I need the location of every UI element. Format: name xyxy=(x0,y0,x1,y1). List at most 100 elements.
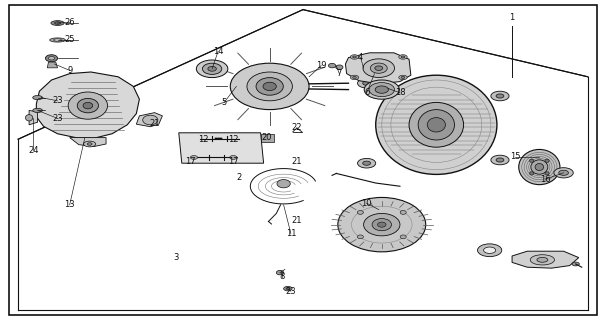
Text: 14: 14 xyxy=(213,47,224,56)
Text: 9: 9 xyxy=(67,66,72,75)
Text: 4: 4 xyxy=(358,53,363,62)
Ellipse shape xyxy=(48,56,55,60)
Text: 17: 17 xyxy=(228,157,239,166)
Ellipse shape xyxy=(491,155,509,165)
Ellipse shape xyxy=(401,56,405,58)
Ellipse shape xyxy=(33,108,42,113)
Text: 23: 23 xyxy=(52,96,63,105)
Ellipse shape xyxy=(230,63,309,109)
Ellipse shape xyxy=(372,219,391,231)
Text: 10: 10 xyxy=(361,199,372,208)
Ellipse shape xyxy=(358,235,364,239)
Polygon shape xyxy=(47,62,58,68)
Text: 19: 19 xyxy=(316,61,327,70)
Text: 26: 26 xyxy=(64,18,75,27)
Ellipse shape xyxy=(256,77,284,95)
Polygon shape xyxy=(512,251,579,268)
Ellipse shape xyxy=(277,180,290,188)
Ellipse shape xyxy=(362,161,371,165)
Text: 24: 24 xyxy=(28,146,39,155)
Bar xyxy=(261,134,274,142)
Ellipse shape xyxy=(545,172,549,175)
Text: 21: 21 xyxy=(149,119,160,128)
Ellipse shape xyxy=(83,102,93,109)
Ellipse shape xyxy=(68,92,108,119)
Ellipse shape xyxy=(400,211,406,214)
Ellipse shape xyxy=(496,158,504,162)
Text: 12: 12 xyxy=(198,135,208,144)
Ellipse shape xyxy=(276,270,284,275)
Text: 6: 6 xyxy=(364,88,369,97)
Text: 16: 16 xyxy=(540,175,551,184)
Ellipse shape xyxy=(364,80,399,99)
Polygon shape xyxy=(29,110,38,125)
Ellipse shape xyxy=(358,78,376,88)
Text: 8: 8 xyxy=(279,272,284,281)
Ellipse shape xyxy=(418,109,454,140)
Ellipse shape xyxy=(484,247,496,253)
Text: 23: 23 xyxy=(285,287,296,296)
Text: 15: 15 xyxy=(510,152,521,161)
Ellipse shape xyxy=(87,143,92,145)
Ellipse shape xyxy=(370,63,387,73)
Ellipse shape xyxy=(399,75,407,80)
Text: 1: 1 xyxy=(510,13,514,22)
Polygon shape xyxy=(136,113,162,127)
Ellipse shape xyxy=(478,244,502,257)
Ellipse shape xyxy=(491,91,509,101)
Ellipse shape xyxy=(530,255,554,265)
Ellipse shape xyxy=(369,83,395,97)
Ellipse shape xyxy=(77,98,98,113)
Ellipse shape xyxy=(353,56,356,58)
Ellipse shape xyxy=(247,72,293,101)
Ellipse shape xyxy=(336,65,343,69)
Ellipse shape xyxy=(537,257,548,262)
Text: 25: 25 xyxy=(64,36,75,44)
Text: 12: 12 xyxy=(228,135,239,144)
Text: 18: 18 xyxy=(395,88,405,97)
Ellipse shape xyxy=(376,75,497,174)
Ellipse shape xyxy=(496,94,504,98)
Ellipse shape xyxy=(338,197,425,252)
Ellipse shape xyxy=(378,222,386,227)
Text: 21: 21 xyxy=(291,216,302,225)
Ellipse shape xyxy=(55,22,61,24)
Text: 22: 22 xyxy=(291,124,302,132)
Ellipse shape xyxy=(284,286,292,291)
Ellipse shape xyxy=(399,55,407,59)
Ellipse shape xyxy=(559,170,568,175)
Text: 5: 5 xyxy=(222,98,227,107)
Ellipse shape xyxy=(143,115,158,125)
Ellipse shape xyxy=(263,82,276,91)
Text: 7: 7 xyxy=(337,69,342,78)
Ellipse shape xyxy=(51,20,64,25)
Ellipse shape xyxy=(230,156,237,159)
Ellipse shape xyxy=(208,66,216,71)
Ellipse shape xyxy=(519,149,560,185)
Ellipse shape xyxy=(350,75,359,80)
Ellipse shape xyxy=(196,60,228,77)
Text: 21: 21 xyxy=(291,157,302,166)
Ellipse shape xyxy=(25,115,33,121)
Text: 23: 23 xyxy=(52,114,63,123)
Ellipse shape xyxy=(531,160,548,174)
Ellipse shape xyxy=(554,168,573,178)
Ellipse shape xyxy=(45,55,58,62)
Text: 13: 13 xyxy=(64,200,75,209)
Ellipse shape xyxy=(363,59,395,77)
Ellipse shape xyxy=(328,63,336,68)
Ellipse shape xyxy=(530,172,534,175)
Polygon shape xyxy=(179,133,264,163)
Text: 2: 2 xyxy=(237,173,242,182)
Ellipse shape xyxy=(375,66,383,70)
Polygon shape xyxy=(345,53,411,84)
Ellipse shape xyxy=(364,213,400,236)
Ellipse shape xyxy=(545,159,549,162)
Ellipse shape xyxy=(409,102,464,147)
Polygon shape xyxy=(70,138,106,147)
Ellipse shape xyxy=(286,288,290,290)
Ellipse shape xyxy=(535,164,544,171)
Ellipse shape xyxy=(84,141,96,147)
Bar xyxy=(224,144,236,157)
Ellipse shape xyxy=(401,76,405,78)
